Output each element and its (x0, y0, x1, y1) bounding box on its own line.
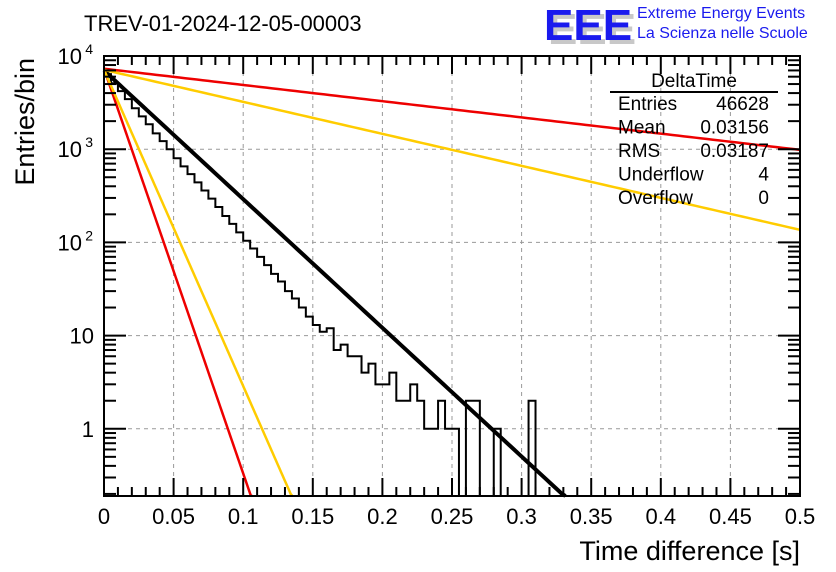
histogram-bin (348, 356, 355, 496)
x-tick-label: 0.1 (228, 504, 259, 529)
histogram-bin (431, 429, 438, 496)
grid (104, 56, 800, 496)
stats-row-value: 0 (758, 188, 769, 209)
x-tick-label: 0.3 (506, 504, 537, 529)
stats-row-label: Overflow (618, 188, 693, 209)
y-tick-label-exponent: 3 (85, 134, 93, 150)
x-tick-label: 0.35 (570, 504, 613, 529)
fit-line-red-slow (103, 67, 801, 152)
histogram-bin (285, 291, 292, 496)
histogram-bin (368, 364, 375, 496)
histogram-bin (278, 282, 285, 496)
logo-line2: La Scienza nelle Scuole (637, 25, 808, 42)
histogram-bin (264, 265, 271, 496)
histogram-bin (445, 429, 452, 496)
histogram-bin (250, 248, 257, 496)
histogram-bin (466, 401, 473, 496)
histogram-bin (181, 166, 188, 496)
histogram-bin (320, 332, 327, 496)
fit-layer (102, 67, 801, 498)
x-tick-label: 0.4 (646, 504, 677, 529)
histogram-bin (222, 216, 229, 496)
histogram-bin (438, 401, 445, 496)
x-tick-label: 0.2 (367, 504, 398, 529)
histogram-bin (355, 356, 362, 496)
fit-line-red-fast (102, 68, 253, 498)
eee-logo: EEE EEE Extreme Energy Events La Scienza… (544, 1, 808, 54)
histogram-bin (118, 91, 125, 496)
histogram-bin (201, 191, 208, 496)
y-tick-label: 1 (82, 417, 94, 442)
x-tick-labels: 0 0.05 0.1 0.15 0.2 0.25 0.3 0.35 0.4 0.45 0.5 (98, 504, 815, 529)
fit-line-yellow-slow (103, 68, 801, 232)
histogram-bin (174, 158, 181, 496)
histogram-bin (167, 149, 174, 496)
histogram-bin (215, 207, 222, 496)
chart-title: TREV-01-2024-12-05-00003 (84, 11, 362, 36)
histogram-bin (208, 199, 215, 496)
logo-line1: Extreme Energy Events (637, 5, 805, 22)
x-tick-label: 0.15 (291, 504, 334, 529)
histogram-bin (327, 328, 334, 496)
y-tick-label: 10 (58, 230, 82, 255)
x-tick-label: 0 (98, 504, 110, 529)
y-tick-label-exponent: 4 (85, 41, 93, 57)
histogram-bin (362, 373, 369, 496)
histogram-layer (103, 73, 537, 497)
x-tick-label: 0.05 (152, 504, 195, 529)
stats-row-label: Underflow (618, 165, 704, 186)
histogram-bin (396, 401, 403, 496)
histogram-bin (125, 99, 132, 496)
histogram-bin (529, 401, 536, 496)
stats-box: DeltaTime Entries 46628 Mean 0.03156 RMS 0.03… (610, 71, 778, 209)
y-tick-label-exponent: 2 (85, 227, 93, 243)
histogram-bin (111, 83, 118, 496)
histogram-bin (403, 401, 410, 496)
histogram-bin (292, 299, 299, 496)
histogram-bin (452, 429, 459, 496)
histogram-bin (341, 345, 348, 496)
logo-mark-shadow: EEE (548, 5, 636, 54)
x-tick-label: 0.25 (431, 504, 474, 529)
axes (103, 55, 801, 497)
histogram-bin (334, 350, 341, 496)
stats-row-label: Mean (618, 118, 666, 139)
stats-row-value: 0.03156 (700, 118, 769, 139)
x-tick-label: 0.45 (709, 504, 752, 529)
x-axis-label: Time difference [s] (579, 536, 800, 566)
y-tick-label: 10 (70, 324, 94, 349)
stats-title: DeltaTime (651, 71, 737, 92)
stats-row-label: RMS (618, 141, 660, 162)
histogram-bin (375, 384, 382, 496)
histogram-outline (103, 73, 537, 497)
histogram-bin (188, 174, 195, 496)
histogram-bin (382, 384, 389, 496)
histogram-bin (417, 401, 424, 496)
fit-line-yellow-fast (102, 69, 294, 497)
y-tick-label: 10 (58, 44, 82, 69)
histogram-bin (257, 257, 264, 496)
histogram-bin (389, 373, 396, 496)
x-tick-label: 0.5 (785, 504, 816, 529)
histogram-bin (160, 141, 167, 496)
y-tick-label: 10 (58, 137, 82, 162)
stats-row-value: 4 (758, 165, 769, 186)
histogram-bin (424, 429, 431, 496)
stats-row-value: 46628 (716, 94, 769, 115)
histogram-bin (410, 384, 417, 496)
histogram-bin (313, 325, 320, 496)
logo-mark: EEE (544, 1, 632, 50)
histogram-bin (243, 241, 250, 496)
stats-row-value: 0.03187 (700, 141, 769, 162)
histogram-bin (306, 317, 313, 496)
y-axis-label: Entries/bin (10, 58, 40, 186)
stats-row-label: Entries (618, 94, 677, 115)
fit-line-fit (102, 68, 567, 498)
